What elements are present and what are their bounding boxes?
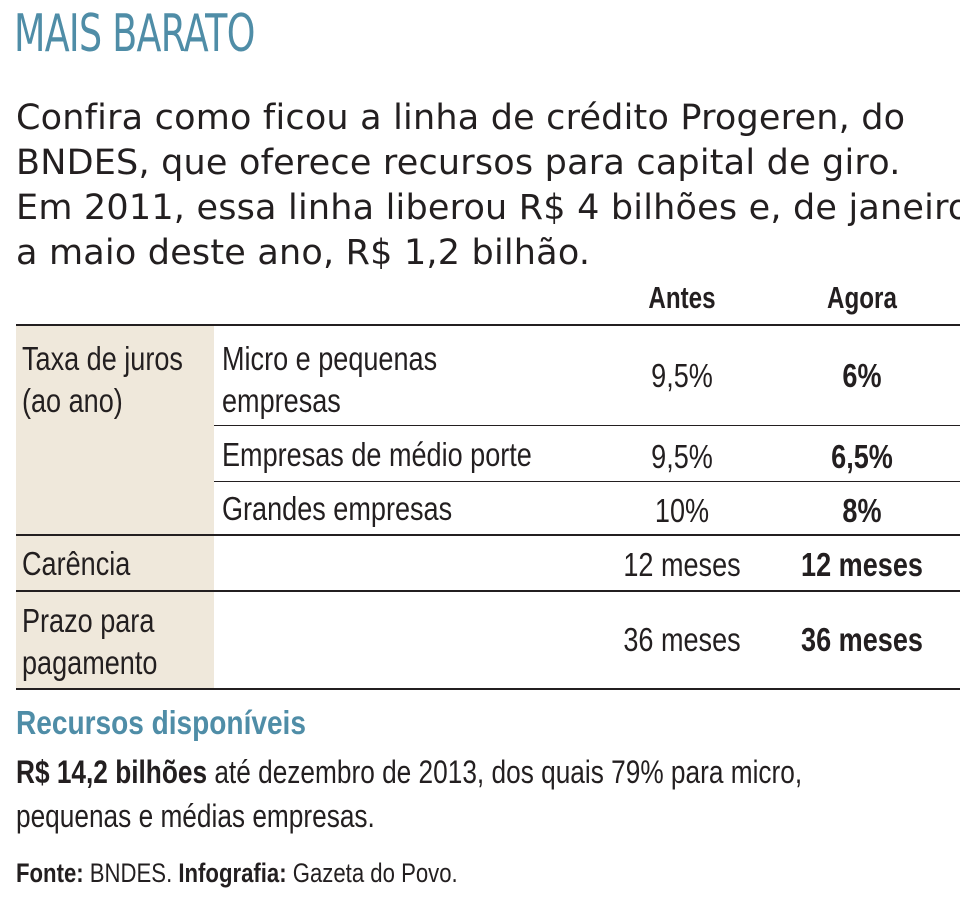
resources-line: pequenas e médias empresas. <box>16 798 375 834</box>
page-title: MAIS BARATO <box>14 4 255 64</box>
table-group-rule <box>16 534 960 536</box>
value-now: 12 meses <box>801 546 923 583</box>
group-cell-grace <box>16 536 214 590</box>
value-now: 6% <box>842 357 882 394</box>
source-label: Fonte: <box>16 858 84 888</box>
value-now: 8% <box>842 492 882 529</box>
group-label-term: Prazo para <box>22 602 155 639</box>
table-bottom-rule <box>16 688 960 690</box>
value-before: 12 meses <box>623 546 741 583</box>
intro-line: Confira como ficou a linha de crédito Pr… <box>16 98 906 138</box>
credit-value: Gazeta do Povo. <box>286 858 458 888</box>
group-label-term-sub: pagamento <box>22 644 158 681</box>
section-heading: Recursos disponíveis <box>16 704 306 741</box>
row-label: Grandes empresas <box>222 490 453 527</box>
resources-line: R$ 14,2 bilhões até dezembro de 2013, do… <box>16 750 802 794</box>
value-now: 6,5% <box>831 438 893 475</box>
column-header-agora: Agora <box>827 280 897 315</box>
column-header-antes: Antes <box>648 280 716 315</box>
credit-label: Infografia: <box>178 858 287 888</box>
table-top-rule <box>16 324 960 326</box>
group-label-grace: Carência <box>22 545 131 582</box>
row-label: Micro e pequenas <box>222 340 438 377</box>
intro-line: a maio deste ano, R$ 1,2 bilhão. <box>16 233 591 273</box>
intro-line: Em 2011, essa linha liberou R$ 4 bilhões… <box>16 188 960 228</box>
group-cell-interest <box>16 326 214 534</box>
group-cell-term <box>16 592 214 688</box>
group-label-interest-sub: (ao ano) <box>22 382 123 419</box>
source-value: BNDES. <box>83 858 179 888</box>
resources-text: R$ 14,2 bilhões até dezembro de 2013, do… <box>16 750 802 838</box>
source-credit: Fonte: BNDES. Infografia: Gazeta do Povo… <box>16 858 458 889</box>
value-before: 10% <box>654 492 710 529</box>
value-before: 9,5% <box>651 357 713 394</box>
value-now: 36 meses <box>801 621 923 658</box>
resources-text-part: até dezembro de 2013, dos quais 79% para… <box>207 754 803 790</box>
row-divider <box>214 425 960 426</box>
table-group-rule <box>16 590 960 592</box>
value-before: 9,5% <box>651 438 713 475</box>
row-divider <box>214 481 960 482</box>
value-before: 36 meses <box>623 621 741 658</box>
group-label-interest: Taxa de juros <box>22 340 183 377</box>
intro-paragraph: Confira como ficou a linha de crédito Pr… <box>16 96 960 276</box>
resources-amount: R$ 14,2 bilhões <box>16 754 208 790</box>
row-label: empresas <box>222 382 341 419</box>
row-label: Empresas de médio porte <box>222 436 532 473</box>
intro-line: BNDES, que oferece recursos para capital… <box>16 143 901 183</box>
